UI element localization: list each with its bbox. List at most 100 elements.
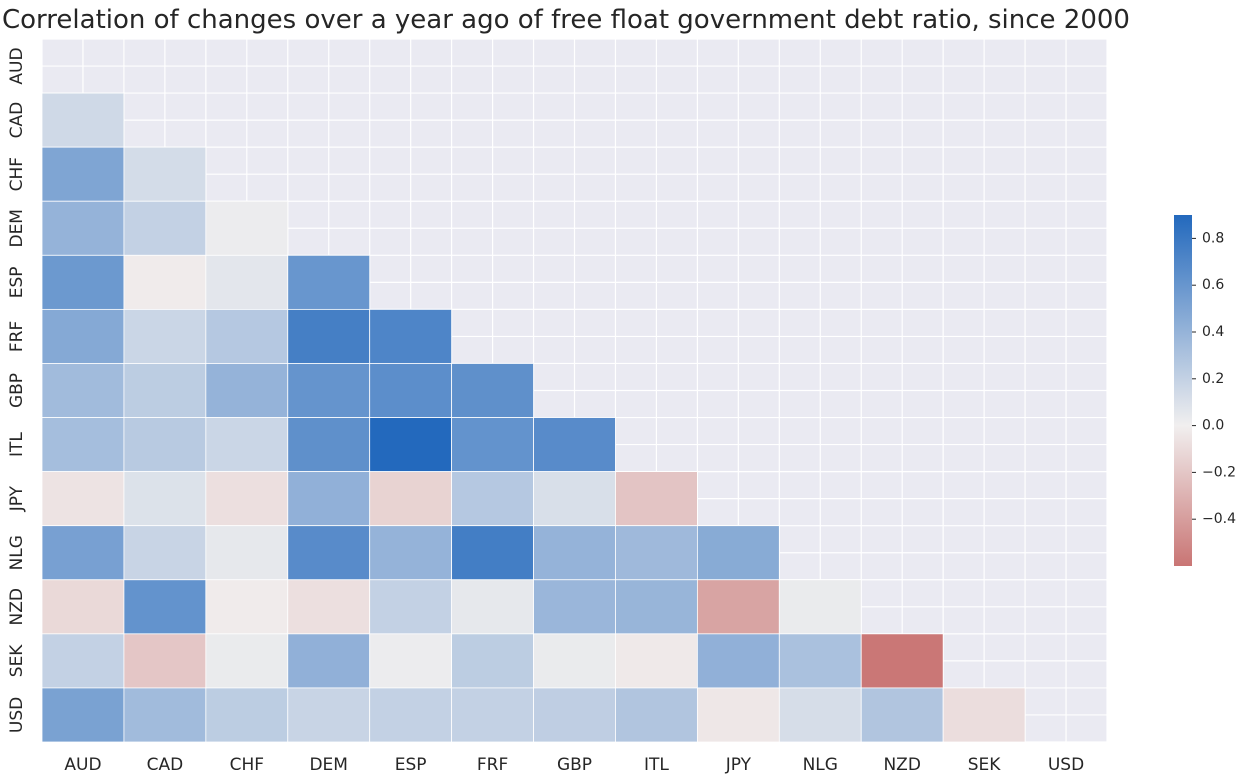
y-tick-label: CHF bbox=[7, 157, 27, 191]
heatmap-cell-sek-cad bbox=[123, 633, 207, 689]
x-tick-label: GBP bbox=[557, 755, 592, 775]
colorbar-tick-label: 0.6 bbox=[1202, 277, 1224, 293]
heatmap-cell-jpy-esp bbox=[369, 471, 453, 527]
colorbar-tick-label: −0.2 bbox=[1202, 464, 1236, 480]
heatmap-cell-itl-cad bbox=[123, 417, 207, 473]
heatmap-cell-sek-frf bbox=[451, 633, 534, 689]
heatmap-cell-gbp-chf bbox=[205, 363, 289, 418]
heatmap-cell-nzd-aud bbox=[41, 579, 125, 635]
heatmap-cell-nlg-jpy bbox=[696, 525, 780, 581]
heatmap-cell-chf-cad bbox=[123, 146, 207, 202]
heatmap-cell-usd-nzd bbox=[860, 687, 944, 743]
heatmap-cell-esp-chf bbox=[205, 254, 289, 310]
heatmap-cell-nzd-esp bbox=[369, 579, 453, 635]
heatmap-cell-usd-dem bbox=[287, 687, 371, 743]
heatmap-cell-nzd-nlg bbox=[778, 579, 862, 635]
y-tick-labels: AUD CAD CHF DEM ESP FRF GBP ITL JPY NLG NZD SEK USD bbox=[7, 47, 27, 733]
heatmap-cell-gbp-dem bbox=[287, 363, 371, 418]
heatmap-cell-itl-aud bbox=[41, 417, 125, 473]
heatmap-cell-jpy-chf bbox=[205, 471, 289, 527]
x-tick-label: JPY bbox=[725, 755, 752, 775]
heatmap-cell-jpy-cad bbox=[123, 471, 207, 527]
colorbar-tick-label: 0.8 bbox=[1202, 230, 1224, 246]
x-tick-label: USD bbox=[1048, 755, 1084, 775]
y-tick-label: NZD bbox=[7, 588, 27, 625]
y-tick-label: SEK bbox=[7, 644, 27, 678]
heatmap-cell-sek-chf bbox=[205, 633, 289, 689]
colorbar-tick-label: 0.4 bbox=[1202, 324, 1224, 340]
heatmap-cell-nzd-jpy bbox=[696, 579, 780, 635]
y-tick-label: NLG bbox=[7, 535, 27, 570]
x-tick-label: CHF bbox=[230, 755, 264, 775]
heatmap-cell-usd-chf bbox=[205, 687, 289, 743]
heatmap-cell-sek-gbp bbox=[533, 633, 616, 689]
heatmap-cell-frf-dem bbox=[287, 308, 371, 364]
x-tick-label: ESP bbox=[395, 755, 427, 775]
colorbar-tick-label: 0.0 bbox=[1202, 418, 1224, 434]
y-tick-label: GBP bbox=[7, 373, 27, 408]
heatmap-cell-itl-esp bbox=[369, 417, 453, 473]
heatmap-cell-nzd-frf bbox=[451, 579, 534, 635]
heatmap-cell-sek-esp bbox=[369, 633, 453, 689]
heatmap-cell-frf-cad bbox=[123, 308, 207, 364]
heatmap-cell-itl-chf bbox=[205, 417, 289, 473]
heatmap-cell-gbp-frf bbox=[451, 363, 534, 418]
heatmap-cells bbox=[41, 92, 1026, 743]
heatmap-cell-jpy-aud bbox=[41, 471, 125, 527]
colorbar-ticks: 0.8 0.6 0.4 0.2 0.0 −0.2 −0.4 bbox=[1192, 230, 1236, 527]
x-tick-label: NLG bbox=[803, 755, 838, 775]
heatmap-cell-nzd-dem bbox=[287, 579, 371, 635]
y-tick-label: USD bbox=[7, 697, 27, 733]
colorbar-tick-label: 0.2 bbox=[1202, 371, 1224, 387]
y-tick-label: CAD bbox=[7, 102, 27, 139]
heatmap-cell-usd-frf bbox=[451, 687, 534, 743]
heatmap-cell-nlg-gbp bbox=[533, 525, 616, 581]
heatmap-cell-nlg-cad bbox=[123, 525, 207, 581]
y-tick-label: FRF bbox=[7, 321, 27, 352]
x-tick-label: AUD bbox=[64, 755, 101, 775]
heatmap-cell-frf-esp bbox=[369, 308, 453, 364]
heatmap-cell-usd-jpy bbox=[696, 687, 780, 743]
heatmap-cell-frf-chf bbox=[205, 308, 289, 364]
heatmap-cell-usd-itl bbox=[615, 687, 698, 743]
chart-title: Correlation of changes over a year ago o… bbox=[2, 5, 1130, 35]
heatmap-cell-usd-nlg bbox=[778, 687, 862, 743]
heatmap-cell-nlg-esp bbox=[369, 525, 453, 581]
heatmap-cell-nzd-cad bbox=[123, 579, 207, 635]
heatmap-cell-usd-esp bbox=[369, 687, 453, 743]
heatmap-cell-frf-aud bbox=[41, 308, 125, 364]
heatmap-cell-usd-sek bbox=[942, 687, 1026, 743]
heatmap-cell-jpy-itl bbox=[615, 471, 698, 527]
heatmap-cell-nlg-chf bbox=[205, 525, 289, 581]
heatmap-cell-jpy-dem bbox=[287, 471, 371, 527]
heatmap-cell-itl-gbp bbox=[533, 417, 616, 473]
y-tick-label: AUD bbox=[7, 47, 27, 84]
heatmap-cell-sek-aud bbox=[41, 633, 125, 689]
heatmap-cell-sek-itl bbox=[615, 633, 698, 689]
heatmap-cell-usd-aud bbox=[41, 687, 125, 743]
x-tick-label: NZD bbox=[883, 755, 920, 775]
heatmap-cell-itl-dem bbox=[287, 417, 371, 473]
y-tick-label: DEM bbox=[7, 209, 27, 248]
heatmap-cell-dem-aud bbox=[41, 200, 125, 256]
heatmap-cell-chf-aud bbox=[41, 146, 125, 202]
colorbar-tick-label: −0.4 bbox=[1202, 511, 1236, 527]
colorbar bbox=[1174, 215, 1192, 566]
heatmap-cell-nzd-itl bbox=[615, 579, 698, 635]
x-tick-label: CAD bbox=[147, 755, 184, 775]
heatmap-cell-sek-jpy bbox=[696, 633, 780, 689]
heatmap-cell-usd-cad bbox=[123, 687, 207, 743]
heatmap-cell-esp-cad bbox=[123, 254, 207, 310]
heatmap-cell-jpy-gbp bbox=[533, 471, 616, 527]
heatmap-cell-esp-aud bbox=[41, 254, 125, 310]
x-tick-labels: AUD CAD CHF DEM ESP FRF GBP ITL JPY NLG NZD SEK USD bbox=[64, 755, 1084, 775]
heatmap-cell-dem-chf bbox=[205, 200, 289, 256]
heatmap-cell-jpy-frf bbox=[451, 471, 534, 527]
heatmap-cell-nzd-chf bbox=[205, 579, 289, 635]
heatmap-cell-nlg-frf bbox=[451, 525, 534, 581]
heatmap-cell-sek-dem bbox=[287, 633, 371, 689]
heatmap-cell-sek-nlg bbox=[778, 633, 862, 689]
x-tick-label: FRF bbox=[477, 755, 508, 775]
